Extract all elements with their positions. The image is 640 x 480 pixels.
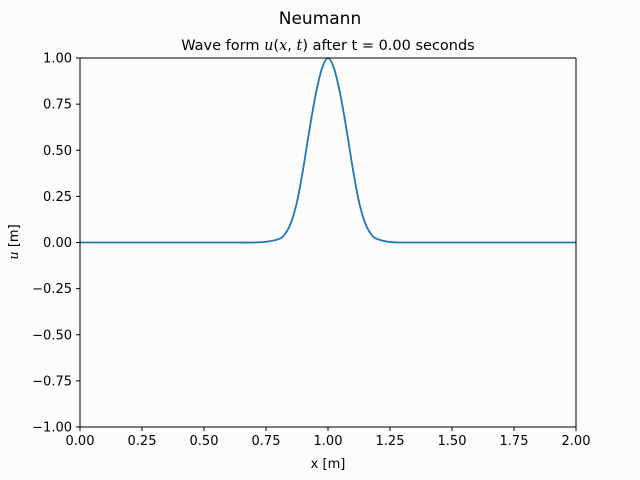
x-tick-label: 1.00	[314, 434, 343, 449]
x-tick-label: 1.25	[376, 434, 405, 449]
x-axis-label: x [m]	[311, 457, 346, 472]
y-tick-label: 0.25	[43, 190, 72, 205]
chart-title: Wave form u(x, t) after t = 0.00 seconds	[181, 38, 475, 54]
y-tick-label: −0.75	[32, 374, 72, 389]
y-tick-label: 0.00	[43, 236, 72, 251]
x-tick-label: 0.00	[66, 434, 95, 449]
y-tick-label: −0.50	[32, 328, 72, 343]
y-tick-label: 0.75	[43, 98, 72, 113]
y-tick-label: −0.25	[32, 282, 72, 297]
x-tick-label: 0.75	[252, 434, 281, 449]
x-tick-label: 0.50	[190, 434, 219, 449]
figure-suptitle: Neumann	[279, 9, 361, 29]
y-tick-label: 1.00	[43, 52, 72, 67]
y-axis-label: u [m]	[7, 224, 22, 259]
x-tick-label: 0.25	[128, 434, 157, 449]
x-axis-ticks: 0.00 0.25 0.50 0.75 1.00 1.25 1.50 1.75 2.00	[66, 427, 591, 449]
y-tick-label: 0.50	[43, 144, 72, 159]
y-tick-label: −1.00	[32, 421, 72, 436]
x-tick-label: 1.75	[500, 434, 529, 449]
y-axis-ticks: 1.00 0.75 0.50 0.25 0.00 −0.25 −0.50 −0.75 −1.00	[32, 52, 80, 436]
x-tick-label: 2.00	[562, 434, 591, 449]
x-tick-label: 1.50	[438, 434, 467, 449]
